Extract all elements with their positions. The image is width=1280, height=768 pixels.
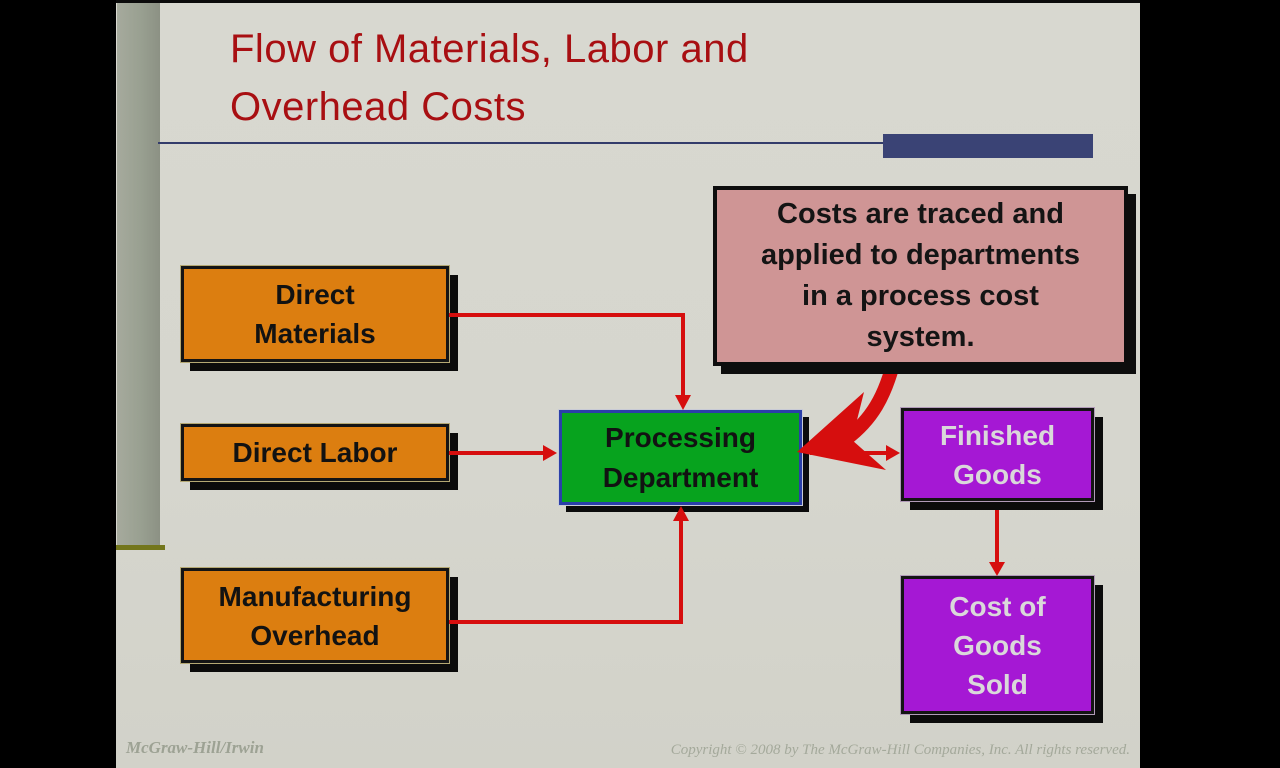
callout-text: Costs are traced and applied to departme…: [760, 198, 1081, 353]
callout-costs-traced: Costs are traced and applied to departme…: [713, 186, 1128, 366]
footer-publisher: McGraw-Hill/Irwin: [126, 738, 264, 757]
box-finished-goods: Finished Goods: [901, 408, 1094, 501]
slide-top-edge: [116, 0, 1140, 3]
title-underline: [158, 142, 1093, 144]
title-accent-bar: [883, 134, 1093, 158]
left-gray-strip: [117, 3, 160, 545]
left-black-bar: [0, 0, 116, 768]
olive-accent-line: [115, 545, 165, 550]
box-cost-of-goods-sold: Cost of Goods Sold: [901, 576, 1094, 714]
right-black-bar: [1140, 0, 1280, 768]
slide-title: Flow of Materials, Labor and Overhead Co…: [230, 27, 749, 129]
box-processing-department: Processing Department: [559, 410, 802, 505]
box-direct-labor: Direct Labor: [181, 424, 449, 481]
footer-copyright: Copyright © 2008 by The McGraw-Hill Comp…: [670, 742, 1130, 758]
box-manufacturing-overhead: Manufacturing Overhead: [181, 568, 449, 663]
box-direct-materials: Direct Materials: [181, 266, 449, 362]
